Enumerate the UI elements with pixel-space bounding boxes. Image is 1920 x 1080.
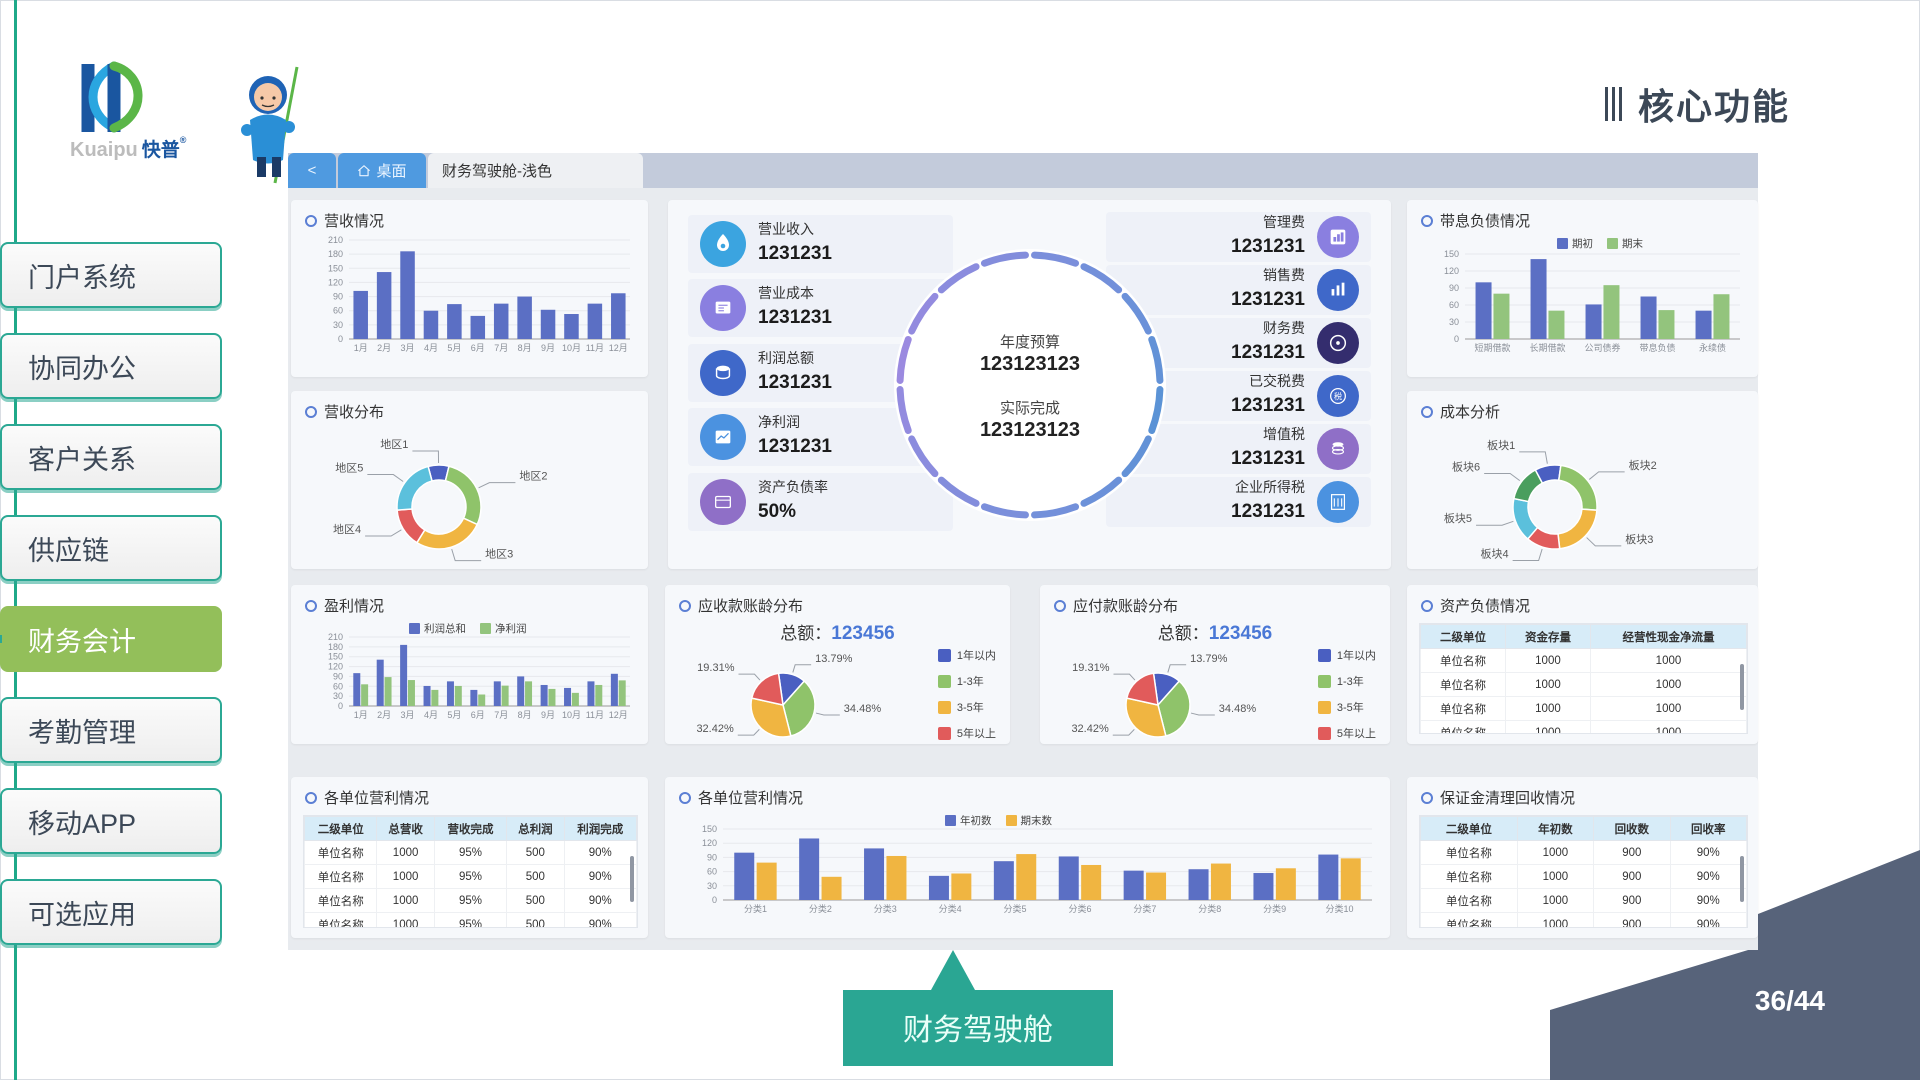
svg-text:地区4: 地区4 xyxy=(333,523,361,536)
svg-text:永续债: 永续债 xyxy=(1699,342,1726,353)
svg-text:4月: 4月 xyxy=(424,710,438,720)
svg-text:板块6: 板块6 xyxy=(1452,459,1480,473)
svg-text:税: 税 xyxy=(1334,391,1342,401)
svg-text:30: 30 xyxy=(1449,317,1459,327)
svg-text:32.42%: 32.42% xyxy=(1071,723,1109,735)
svg-text:30: 30 xyxy=(333,691,343,701)
svg-text:8月: 8月 xyxy=(518,343,532,353)
svg-text:11月: 11月 xyxy=(586,710,604,720)
svg-text:分类6: 分类6 xyxy=(1068,903,1091,914)
svg-text:123123123: 123123123 xyxy=(979,419,1079,441)
svg-text:60: 60 xyxy=(1449,300,1459,310)
svg-text:9月: 9月 xyxy=(541,343,555,353)
svg-text:1月: 1月 xyxy=(354,343,368,353)
svg-text:分类3: 分类3 xyxy=(874,903,897,914)
svg-text:板块3: 板块3 xyxy=(1625,532,1653,546)
svg-text:分类1: 分类1 xyxy=(744,903,767,914)
svg-text:120: 120 xyxy=(1444,266,1459,276)
svg-text:19.31%: 19.31% xyxy=(1072,662,1110,674)
svg-text:90: 90 xyxy=(333,671,343,681)
svg-text:3月: 3月 xyxy=(401,343,415,353)
svg-text:19.31%: 19.31% xyxy=(697,662,735,674)
svg-text:地区2: 地区2 xyxy=(519,470,547,483)
svg-text:90: 90 xyxy=(707,852,717,862)
svg-text:0: 0 xyxy=(1454,334,1459,344)
svg-text:210: 210 xyxy=(328,235,343,245)
svg-text:120: 120 xyxy=(328,662,343,672)
svg-text:9月: 9月 xyxy=(541,710,555,720)
svg-text:10月: 10月 xyxy=(562,343,581,353)
svg-text:财务驾驶舱: 财务驾驶舱 xyxy=(903,1014,1053,1047)
svg-text:12月: 12月 xyxy=(609,710,628,720)
svg-text:180: 180 xyxy=(328,249,343,259)
svg-text:板块5: 板块5 xyxy=(1444,511,1472,525)
svg-text:210: 210 xyxy=(328,632,343,642)
svg-text:5月: 5月 xyxy=(447,710,461,720)
svg-text:34.48%: 34.48% xyxy=(844,703,882,715)
svg-text:分类5: 分类5 xyxy=(1004,903,1027,914)
svg-text:123123123: 123123123 xyxy=(979,353,1079,375)
svg-text:150: 150 xyxy=(328,652,343,662)
svg-text:12月: 12月 xyxy=(609,343,628,353)
svg-text:带息负债: 带息负债 xyxy=(1639,342,1675,353)
svg-text:90: 90 xyxy=(1449,283,1459,293)
svg-text:5月: 5月 xyxy=(447,343,461,353)
svg-text:分类2: 分类2 xyxy=(809,903,832,914)
svg-text:8月: 8月 xyxy=(518,710,532,720)
svg-text:120: 120 xyxy=(328,277,343,287)
svg-text:0: 0 xyxy=(338,701,343,711)
svg-text:30: 30 xyxy=(707,881,717,891)
svg-text:30: 30 xyxy=(333,320,343,330)
svg-text:150: 150 xyxy=(702,824,717,834)
svg-text:6月: 6月 xyxy=(471,343,485,353)
svg-text:180: 180 xyxy=(328,642,343,652)
svg-text:11月: 11月 xyxy=(586,343,604,353)
svg-text:120: 120 xyxy=(702,838,717,848)
svg-text:板块2: 板块2 xyxy=(1629,458,1657,472)
svg-text:分类9: 分类9 xyxy=(1263,903,1286,914)
svg-text:实际完成: 实际完成 xyxy=(999,400,1059,417)
svg-text:2月: 2月 xyxy=(377,710,391,720)
svg-text:分类7: 分类7 xyxy=(1133,903,1156,914)
svg-text:0: 0 xyxy=(338,334,343,344)
svg-text:板块4: 板块4 xyxy=(1481,547,1509,561)
svg-text:长期借款: 长期借款 xyxy=(1529,342,1565,353)
svg-text:60: 60 xyxy=(333,306,343,316)
svg-text:150: 150 xyxy=(1444,249,1459,259)
svg-text:0: 0 xyxy=(712,895,717,905)
svg-text:150: 150 xyxy=(328,263,343,273)
svg-text:2月: 2月 xyxy=(377,343,391,353)
svg-text:分类4: 分类4 xyxy=(939,903,962,914)
svg-text:10月: 10月 xyxy=(562,710,581,720)
svg-text:分类8: 分类8 xyxy=(1198,903,1221,914)
svg-text:34.48%: 34.48% xyxy=(1219,703,1257,715)
svg-text:3月: 3月 xyxy=(401,710,415,720)
svg-text:7月: 7月 xyxy=(494,710,508,720)
svg-text:13.79%: 13.79% xyxy=(815,653,853,665)
svg-text:4月: 4月 xyxy=(424,343,438,353)
svg-text:板块1: 板块1 xyxy=(1487,438,1515,452)
svg-text:90: 90 xyxy=(333,292,343,302)
svg-text:短期借款: 短期借款 xyxy=(1474,342,1510,353)
svg-text:7月: 7月 xyxy=(494,343,508,353)
svg-text:6月: 6月 xyxy=(471,710,485,720)
svg-text:60: 60 xyxy=(333,681,343,691)
svg-text:60: 60 xyxy=(707,867,717,877)
svg-text:年度预算: 年度预算 xyxy=(999,333,1059,351)
svg-text:32.42%: 32.42% xyxy=(696,723,734,735)
svg-text:分类10: 分类10 xyxy=(1326,903,1354,914)
svg-text:公司债券: 公司债券 xyxy=(1584,342,1620,353)
svg-text:1月: 1月 xyxy=(354,710,368,720)
svg-text:地区3: 地区3 xyxy=(485,548,513,561)
svg-text:13.79%: 13.79% xyxy=(1190,653,1228,665)
svg-text:地区1: 地区1 xyxy=(380,438,408,451)
svg-text:地区5: 地区5 xyxy=(335,462,363,475)
